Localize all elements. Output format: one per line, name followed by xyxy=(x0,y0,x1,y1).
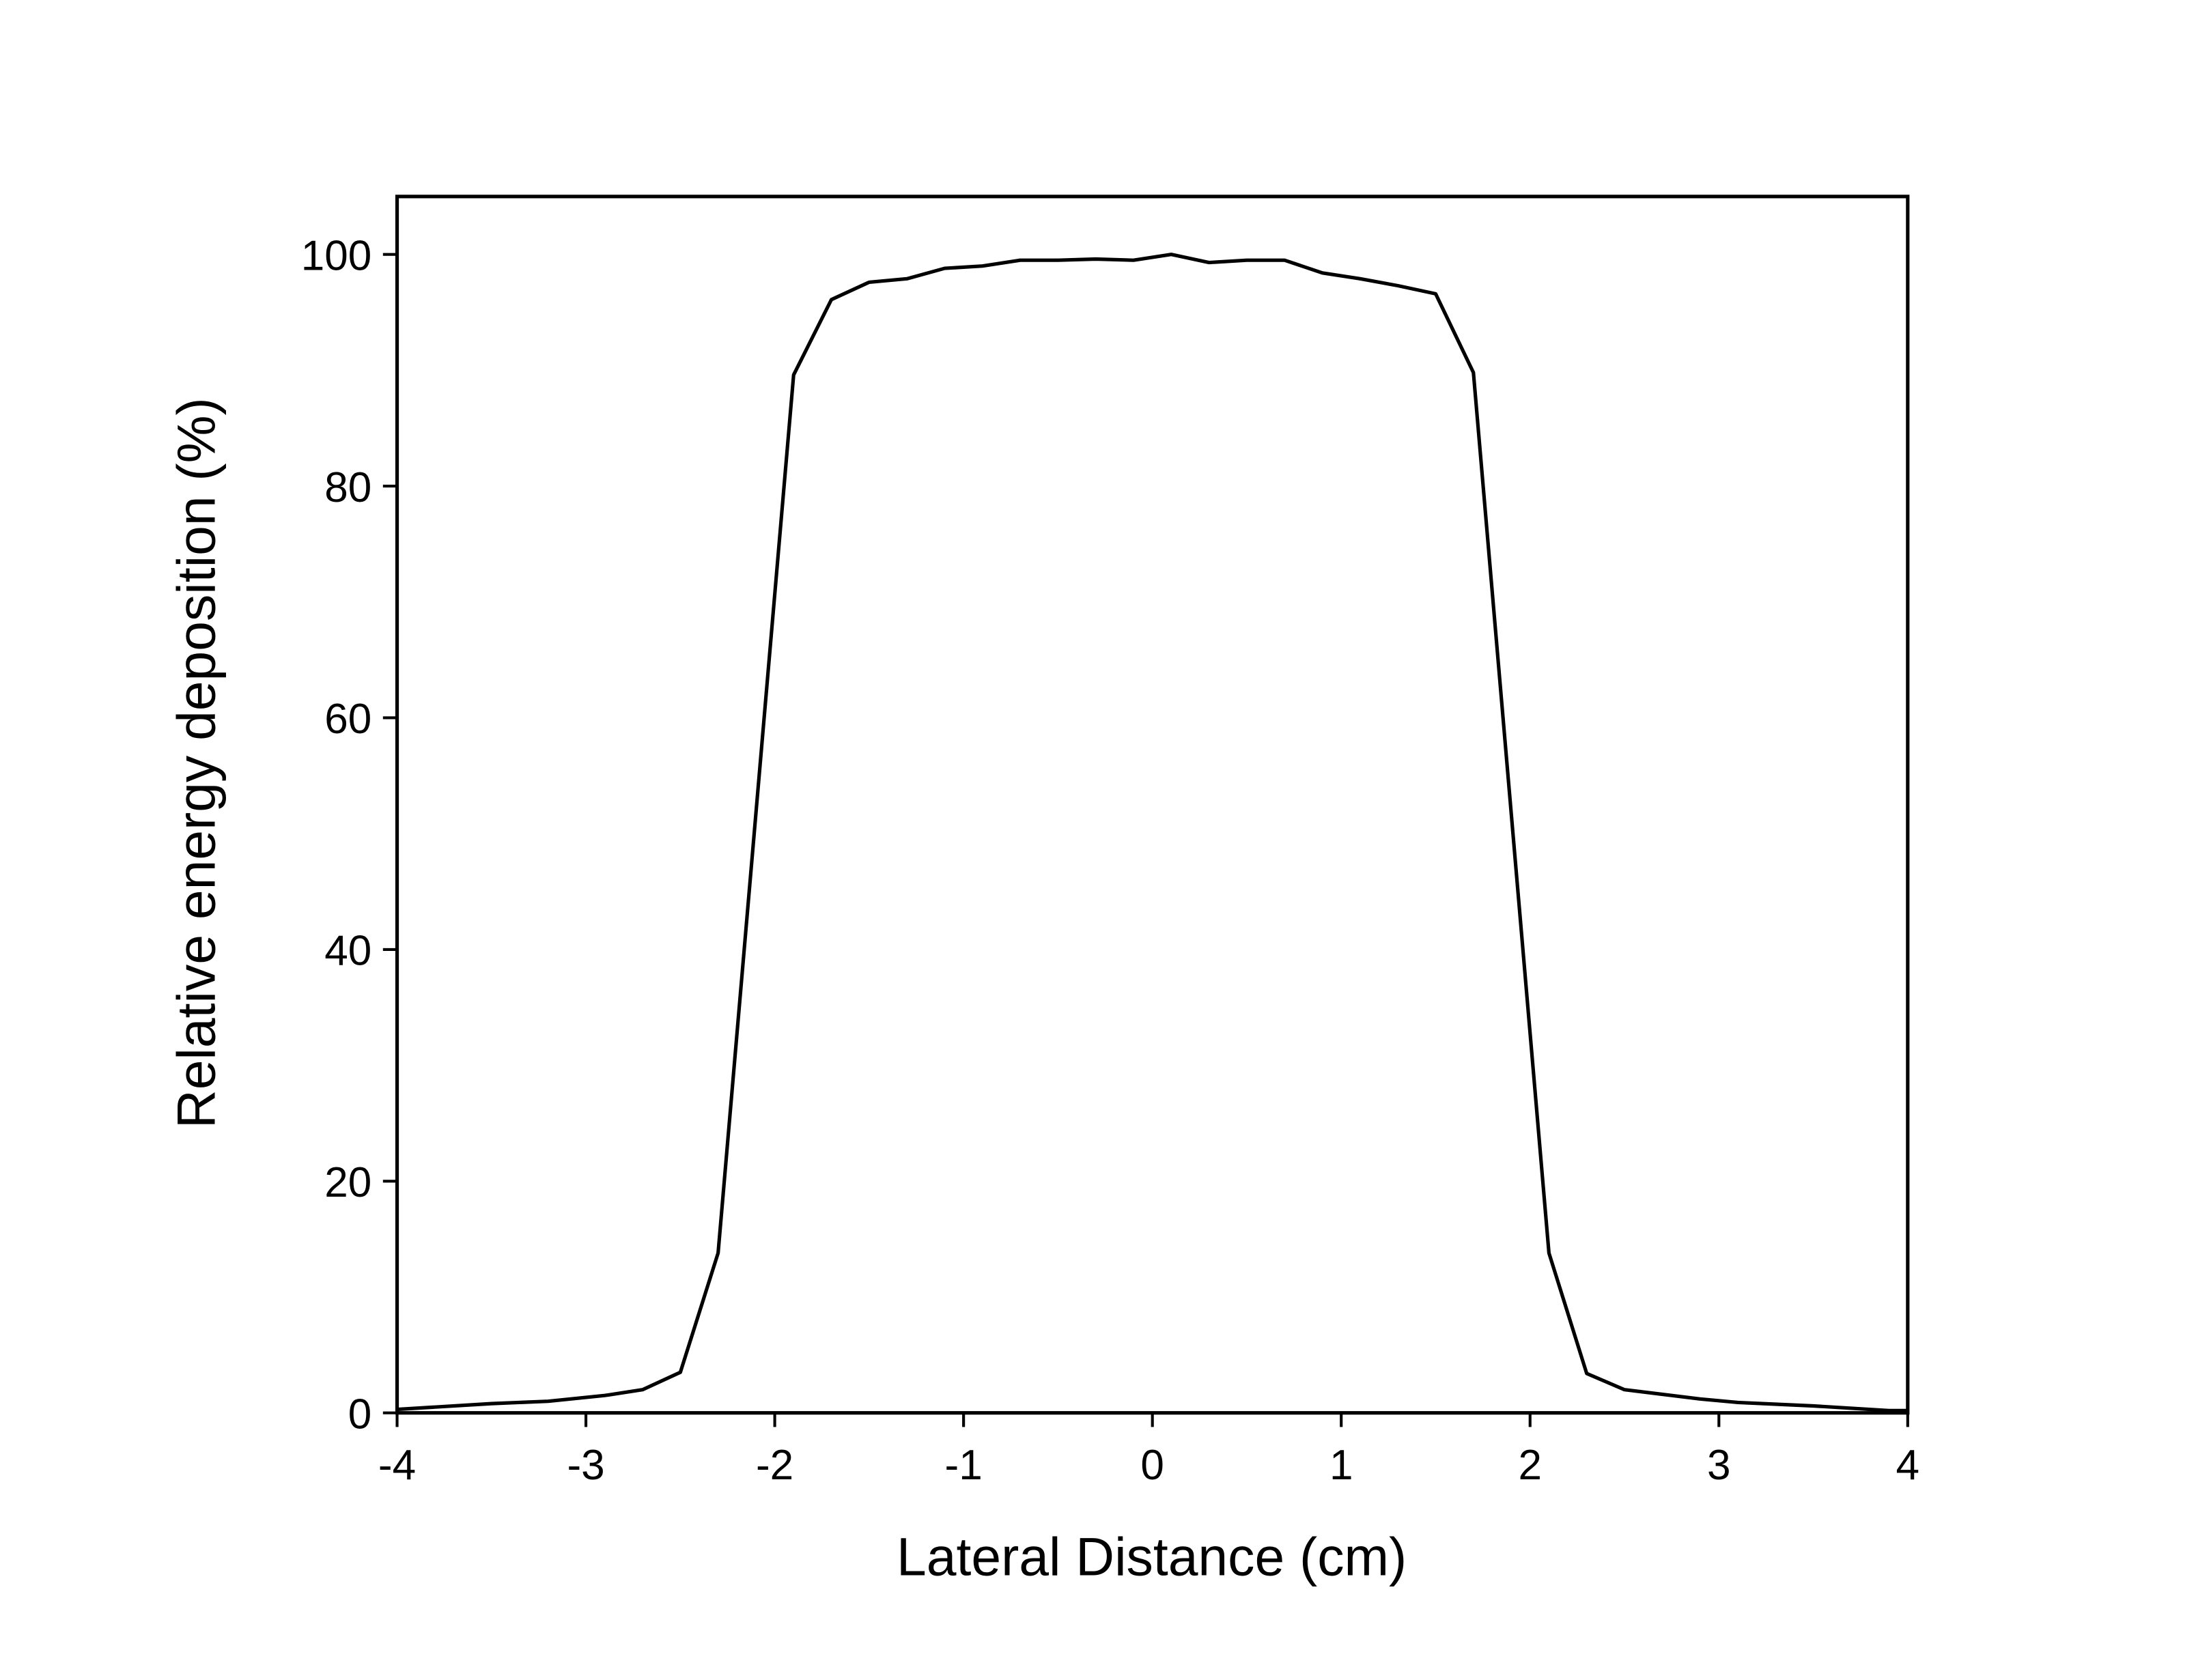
x-tick-label: 4 xyxy=(1896,1442,1920,1489)
x-tick-label: -2 xyxy=(756,1442,793,1489)
x-tick-label: -3 xyxy=(567,1442,604,1489)
x-tick-label: -1 xyxy=(945,1442,983,1489)
x-tick-label: 2 xyxy=(1518,1442,1542,1489)
x-axis-label: Lateral Distance (cm) xyxy=(897,1527,1407,1587)
y-tick-label: 20 xyxy=(324,1159,371,1206)
x-tick-label: 0 xyxy=(1140,1442,1164,1489)
y-tick-label: 0 xyxy=(348,1391,372,1438)
x-tick-label: 1 xyxy=(1329,1442,1353,1489)
plot-frame xyxy=(395,195,1910,1415)
x-tick-label: -4 xyxy=(378,1442,416,1489)
x-tick-label: 3 xyxy=(1707,1442,1731,1489)
y-tick-label: 80 xyxy=(324,464,371,511)
y-axis-label: Relative energy deposition (%) xyxy=(167,397,227,1128)
y-tick-label: 60 xyxy=(324,696,371,743)
line-series xyxy=(397,253,1908,1412)
y-tick-label: 40 xyxy=(324,928,371,975)
y-tick-label: 100 xyxy=(301,232,372,279)
